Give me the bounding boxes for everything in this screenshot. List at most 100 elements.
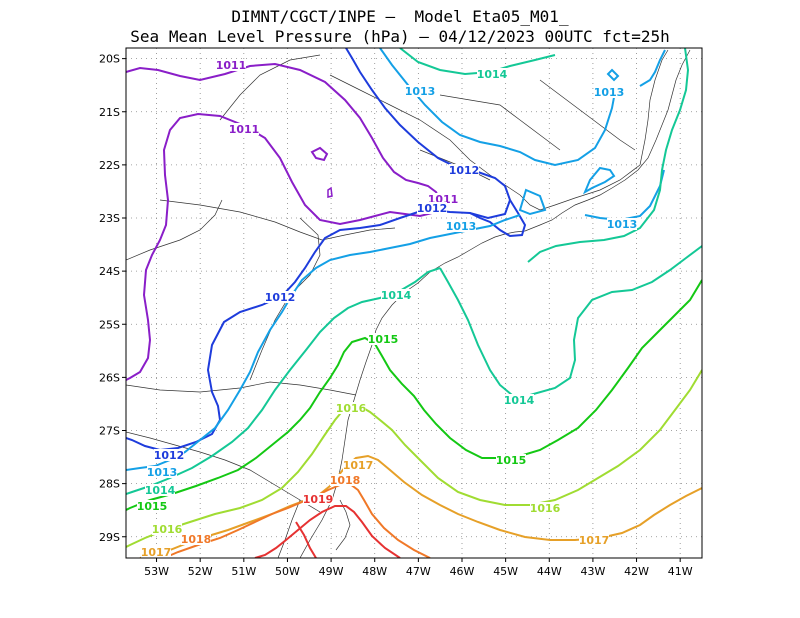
isobar-1019-tip bbox=[295, 521, 317, 558]
contour-label-bg bbox=[330, 474, 360, 486]
contour-label-1017: 1017 bbox=[141, 546, 172, 559]
map-frame bbox=[125, 47, 703, 559]
isobar-1013 bbox=[126, 48, 666, 471]
isobar-1018 bbox=[163, 482, 431, 558]
isobars bbox=[126, 48, 702, 558]
longitude-axis: 53W 52W 51W 50W 49W 48W 47W 46W 45W 44W 43W 42W 41W bbox=[144, 558, 693, 578]
isobar-1016 bbox=[126, 369, 702, 548]
isobar-1012-east bbox=[469, 199, 527, 238]
contour-label-bg bbox=[229, 123, 259, 135]
contour-label-1016: 1016 bbox=[152, 523, 183, 536]
contour-label-bg bbox=[368, 333, 398, 345]
contour-label-bg bbox=[381, 289, 411, 301]
lat-tick-label: 26S bbox=[99, 371, 120, 384]
lat-tick-label: 29S bbox=[99, 531, 120, 544]
contour-label-1013: 1013 bbox=[446, 220, 477, 233]
isobar-1015 bbox=[126, 279, 702, 511]
contour-label-bg bbox=[594, 86, 624, 98]
lon-tick-label: 51W bbox=[231, 565, 256, 578]
contour-label-1018: 1018 bbox=[330, 474, 361, 487]
lon-tick-label: 45W bbox=[493, 565, 518, 578]
contour-label-bg bbox=[446, 220, 476, 232]
contour-label-1013: 1013 bbox=[147, 466, 178, 479]
contour-label-1014: 1014 bbox=[381, 289, 412, 302]
contour-label-bg bbox=[343, 459, 373, 471]
state-border-13 bbox=[277, 499, 301, 558]
isobar-1011-cell2 bbox=[327, 186, 333, 198]
contour-label-bg bbox=[303, 493, 333, 505]
lagoon bbox=[335, 499, 351, 551]
contour-label-1012: 1012 bbox=[154, 449, 185, 462]
contour-label-bg bbox=[405, 85, 435, 97]
state-border-11 bbox=[539, 79, 636, 151]
contour-label-bg bbox=[154, 449, 184, 461]
contour-label-bg bbox=[477, 68, 507, 80]
lon-tick-label: 46W bbox=[450, 565, 475, 578]
contour-label-bg bbox=[496, 454, 526, 466]
lon-tick-label: 53W bbox=[144, 565, 169, 578]
state-border-2 bbox=[126, 381, 357, 396]
contour-label-1013: 1013 bbox=[594, 86, 625, 99]
coastline-south bbox=[299, 329, 377, 558]
contour-label-bg bbox=[137, 500, 167, 512]
latitude-axis: 20S 21S 22S 23S 24S 25S 26S 27S 28S 29S bbox=[99, 53, 126, 544]
contour-label-1019: 1019 bbox=[303, 493, 334, 506]
contour-label-1018: 1018 bbox=[181, 533, 212, 546]
contour-label-1013: 1013 bbox=[607, 218, 638, 231]
chart-title-line1: DIMNT/CGCT/INPE — Model Eta05_M01_ bbox=[231, 7, 569, 26]
lat-tick-label: 25S bbox=[99, 318, 120, 331]
contour-label-1015: 1015 bbox=[496, 454, 527, 467]
contour-label-bg bbox=[417, 202, 447, 214]
contour-label-bg bbox=[336, 402, 366, 414]
contour-label-bg bbox=[579, 534, 609, 546]
isobar-1011 bbox=[126, 62, 442, 381]
isobar-1011-cell bbox=[310, 146, 329, 162]
contour-label-bg bbox=[530, 502, 560, 514]
lon-tick-label: 42W bbox=[624, 565, 649, 578]
state-border-5 bbox=[219, 54, 321, 121]
lat-tick-label: 22S bbox=[99, 159, 120, 172]
contour-label-bg bbox=[147, 466, 177, 478]
contour-label-1016: 1016 bbox=[336, 402, 367, 415]
lat-tick-label: 21S bbox=[99, 106, 120, 119]
contour-label-1017: 1017 bbox=[343, 459, 374, 472]
isobar-1012 bbox=[126, 48, 512, 452]
contour-label-1012: 1012 bbox=[449, 164, 480, 177]
contour-label-bg bbox=[265, 291, 295, 303]
state-border-10 bbox=[126, 199, 223, 261]
contour-label-bg bbox=[607, 218, 637, 230]
state-border-4 bbox=[159, 199, 396, 241]
contour-label-bg bbox=[216, 59, 246, 71]
contour-label-1015: 1015 bbox=[137, 500, 168, 513]
lat-tick-label: 28S bbox=[99, 478, 120, 491]
contour-label-1012: 1012 bbox=[265, 291, 296, 304]
lon-tick-label: 44W bbox=[537, 565, 562, 578]
contour-label-bg bbox=[141, 546, 171, 558]
contour-label-1012: 1012 bbox=[417, 202, 448, 215]
state-border-1 bbox=[126, 431, 321, 513]
state-border-12 bbox=[439, 94, 561, 151]
state-border-9 bbox=[639, 49, 669, 166]
contour-label-1016: 1016 bbox=[530, 502, 561, 515]
contour-label-1017: 1017 bbox=[579, 534, 610, 547]
contour-label-1013: 1013 bbox=[405, 85, 436, 98]
lat-tick-label: 27S bbox=[99, 425, 120, 438]
contour-label-bg bbox=[504, 394, 534, 406]
lon-tick-label: 50W bbox=[275, 565, 300, 578]
lat-tick-label: 24S bbox=[99, 265, 120, 278]
grid-lines bbox=[126, 48, 702, 558]
contour-label-bg bbox=[145, 484, 175, 496]
contour-label-1011: 1011 bbox=[229, 123, 260, 136]
state-border-8 bbox=[519, 164, 641, 211]
contour-label-bg bbox=[152, 523, 182, 535]
lon-tick-label: 41W bbox=[668, 565, 693, 578]
lon-tick-label: 48W bbox=[362, 565, 387, 578]
lon-tick-label: 43W bbox=[580, 565, 605, 578]
lat-tick-label: 23S bbox=[99, 212, 120, 225]
contour-label-1014: 1014 bbox=[504, 394, 535, 407]
lon-tick-label: 47W bbox=[406, 565, 431, 578]
contour-label-1014: 1014 bbox=[145, 484, 176, 497]
isobar-1017 bbox=[139, 454, 702, 558]
